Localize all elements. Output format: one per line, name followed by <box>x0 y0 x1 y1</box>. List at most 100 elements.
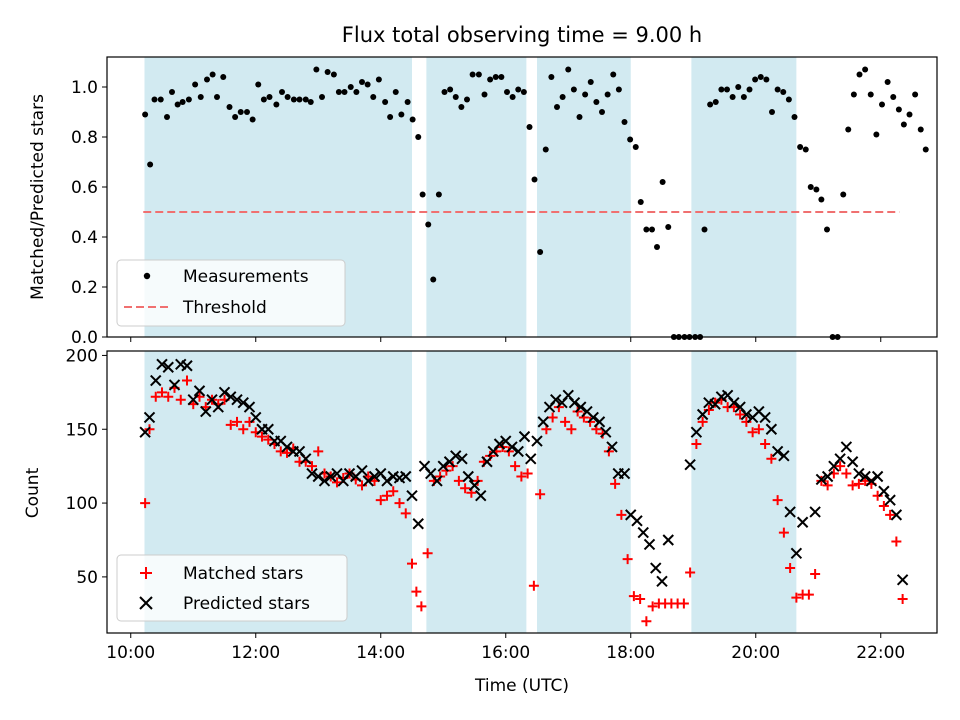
predicted-star-point <box>728 396 740 409</box>
predicted-star-point <box>637 526 649 539</box>
matched-star-point <box>741 416 752 427</box>
predicted-star-point <box>343 467 356 480</box>
predicted-star-point <box>312 470 324 483</box>
matched-star-point <box>238 424 249 435</box>
matched-star-point <box>835 461 846 472</box>
measurement-point <box>164 114 170 120</box>
count-y-axis-label: Count <box>23 467 43 518</box>
predicted-star-point <box>181 360 193 372</box>
matched-legend-marker <box>140 567 152 579</box>
matched-star-point <box>610 478 621 489</box>
measurement-point <box>769 109 775 115</box>
predicted-star-point <box>878 485 890 497</box>
matched-star-point <box>307 461 317 472</box>
measurement-point <box>249 116 256 123</box>
x-tick-label: 20:00 <box>731 643 780 663</box>
matched-star-point <box>641 616 652 627</box>
matched-star-point <box>760 439 771 450</box>
predicted-star-point <box>865 475 878 487</box>
measurement-point <box>404 99 411 105</box>
matched-legend-label: Matched stars <box>183 564 303 584</box>
predicted-star-point <box>821 470 834 483</box>
measurement-point <box>665 224 672 230</box>
matched-star-point <box>516 471 527 482</box>
predicted-star-point <box>162 361 174 373</box>
matched-star-point <box>897 594 908 605</box>
measurement-point <box>824 226 830 233</box>
y-tick-label: 0.0 <box>71 328 98 348</box>
matched-star-point <box>400 508 411 519</box>
measurement-point <box>359 79 365 85</box>
x-tick-label: 14:00 <box>356 643 405 663</box>
measurement-point <box>364 81 371 88</box>
measurement-point <box>174 101 181 108</box>
measurement-point <box>347 84 354 90</box>
measurement-point <box>559 94 566 100</box>
y-tick-label: 1.0 <box>71 78 98 98</box>
predicted-star-point <box>740 408 753 421</box>
predicted-star-point <box>765 423 778 435</box>
measurement-point <box>701 226 708 233</box>
measurement-point <box>740 94 747 100</box>
matched-star-point <box>810 568 821 579</box>
predicted-star-point <box>306 467 318 480</box>
measurement-point <box>649 226 655 233</box>
ratio-legend-box <box>116 259 346 327</box>
matched-star-point <box>394 498 405 509</box>
measurement-point <box>850 91 857 98</box>
matched-star-point <box>647 601 658 612</box>
measurement-point <box>774 86 781 93</box>
measurement-point <box>255 81 262 88</box>
measurement-point <box>142 111 149 118</box>
measurement-point <box>807 184 814 190</box>
matched-star-point <box>140 498 151 509</box>
predicted-star-point <box>368 470 381 483</box>
chart-title: Flux total observing time = 9.00 h <box>342 23 702 47</box>
predicted-star-point <box>456 453 468 465</box>
predicted-star-point <box>512 445 524 458</box>
measurement-point <box>307 99 314 105</box>
predicted-star-point <box>568 396 581 409</box>
predicted-star-point <box>150 374 162 387</box>
predicted-star-point <box>381 475 393 487</box>
measurement-point <box>179 99 186 105</box>
y-tick-label: 0.4 <box>71 228 98 248</box>
measurement-point <box>537 249 544 255</box>
observing-window <box>537 351 631 633</box>
measurement-point <box>220 74 227 80</box>
predicted-star-point <box>518 430 531 443</box>
predicted-star-point <box>462 470 474 483</box>
measurement-point <box>840 191 847 198</box>
measurement-point <box>330 71 337 78</box>
ratio-y-axis: 0.0 0.2 0.4 0.6 0.8 1.0 <box>71 78 107 348</box>
predicted-star-point <box>859 470 871 483</box>
predicted-star-point <box>506 441 518 453</box>
matched-star-point <box>547 412 558 423</box>
matched-star-point <box>175 394 186 405</box>
predicted-star-point <box>400 470 412 483</box>
measurement-point <box>498 74 505 80</box>
matched-star-point <box>144 424 155 435</box>
matched-star-point <box>244 416 255 427</box>
measurement-point <box>912 91 919 98</box>
measurement-point <box>627 136 634 143</box>
predicted-star-point <box>525 453 537 465</box>
measurement-point <box>735 84 742 90</box>
measurement-point <box>587 79 594 85</box>
measurement-point <box>425 221 432 228</box>
measurement-point <box>504 89 510 95</box>
matched-star-point <box>422 548 433 559</box>
predicted-star-point <box>796 516 809 528</box>
measurement-point <box>398 111 405 118</box>
measurement-point <box>169 89 175 95</box>
measurement-point <box>492 74 499 80</box>
measurement-point <box>554 104 560 110</box>
measurement-point <box>430 276 437 283</box>
matched-star-point <box>622 554 633 565</box>
measurement-point <box>204 76 210 83</box>
ratio-panel: 0.0 0.2 0.4 0.6 0.8 1.0 Matched/Predicted sta… <box>28 56 938 348</box>
measurement-point <box>879 101 885 108</box>
measurements-legend-marker <box>143 272 151 280</box>
matched-star-point <box>685 567 696 578</box>
